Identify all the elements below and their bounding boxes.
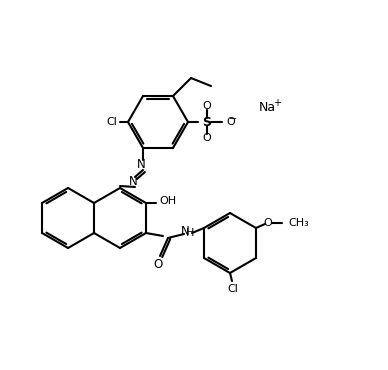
Text: Cl: Cl [227, 284, 238, 294]
Text: OH: OH [159, 196, 176, 206]
Text: S: S [203, 115, 211, 128]
Text: N: N [137, 158, 146, 171]
Text: −: − [229, 114, 237, 124]
Text: O: O [263, 218, 272, 228]
Text: Cl: Cl [106, 117, 117, 127]
Text: O: O [226, 117, 235, 127]
Text: O: O [203, 133, 211, 143]
Text: +: + [273, 98, 281, 108]
Text: O: O [153, 258, 163, 270]
Text: N: N [129, 175, 137, 188]
Text: N: N [180, 225, 189, 238]
Text: O: O [203, 101, 211, 111]
Text: Na: Na [258, 101, 275, 114]
Text: CH₃: CH₃ [288, 218, 309, 228]
Text: H: H [186, 228, 194, 238]
